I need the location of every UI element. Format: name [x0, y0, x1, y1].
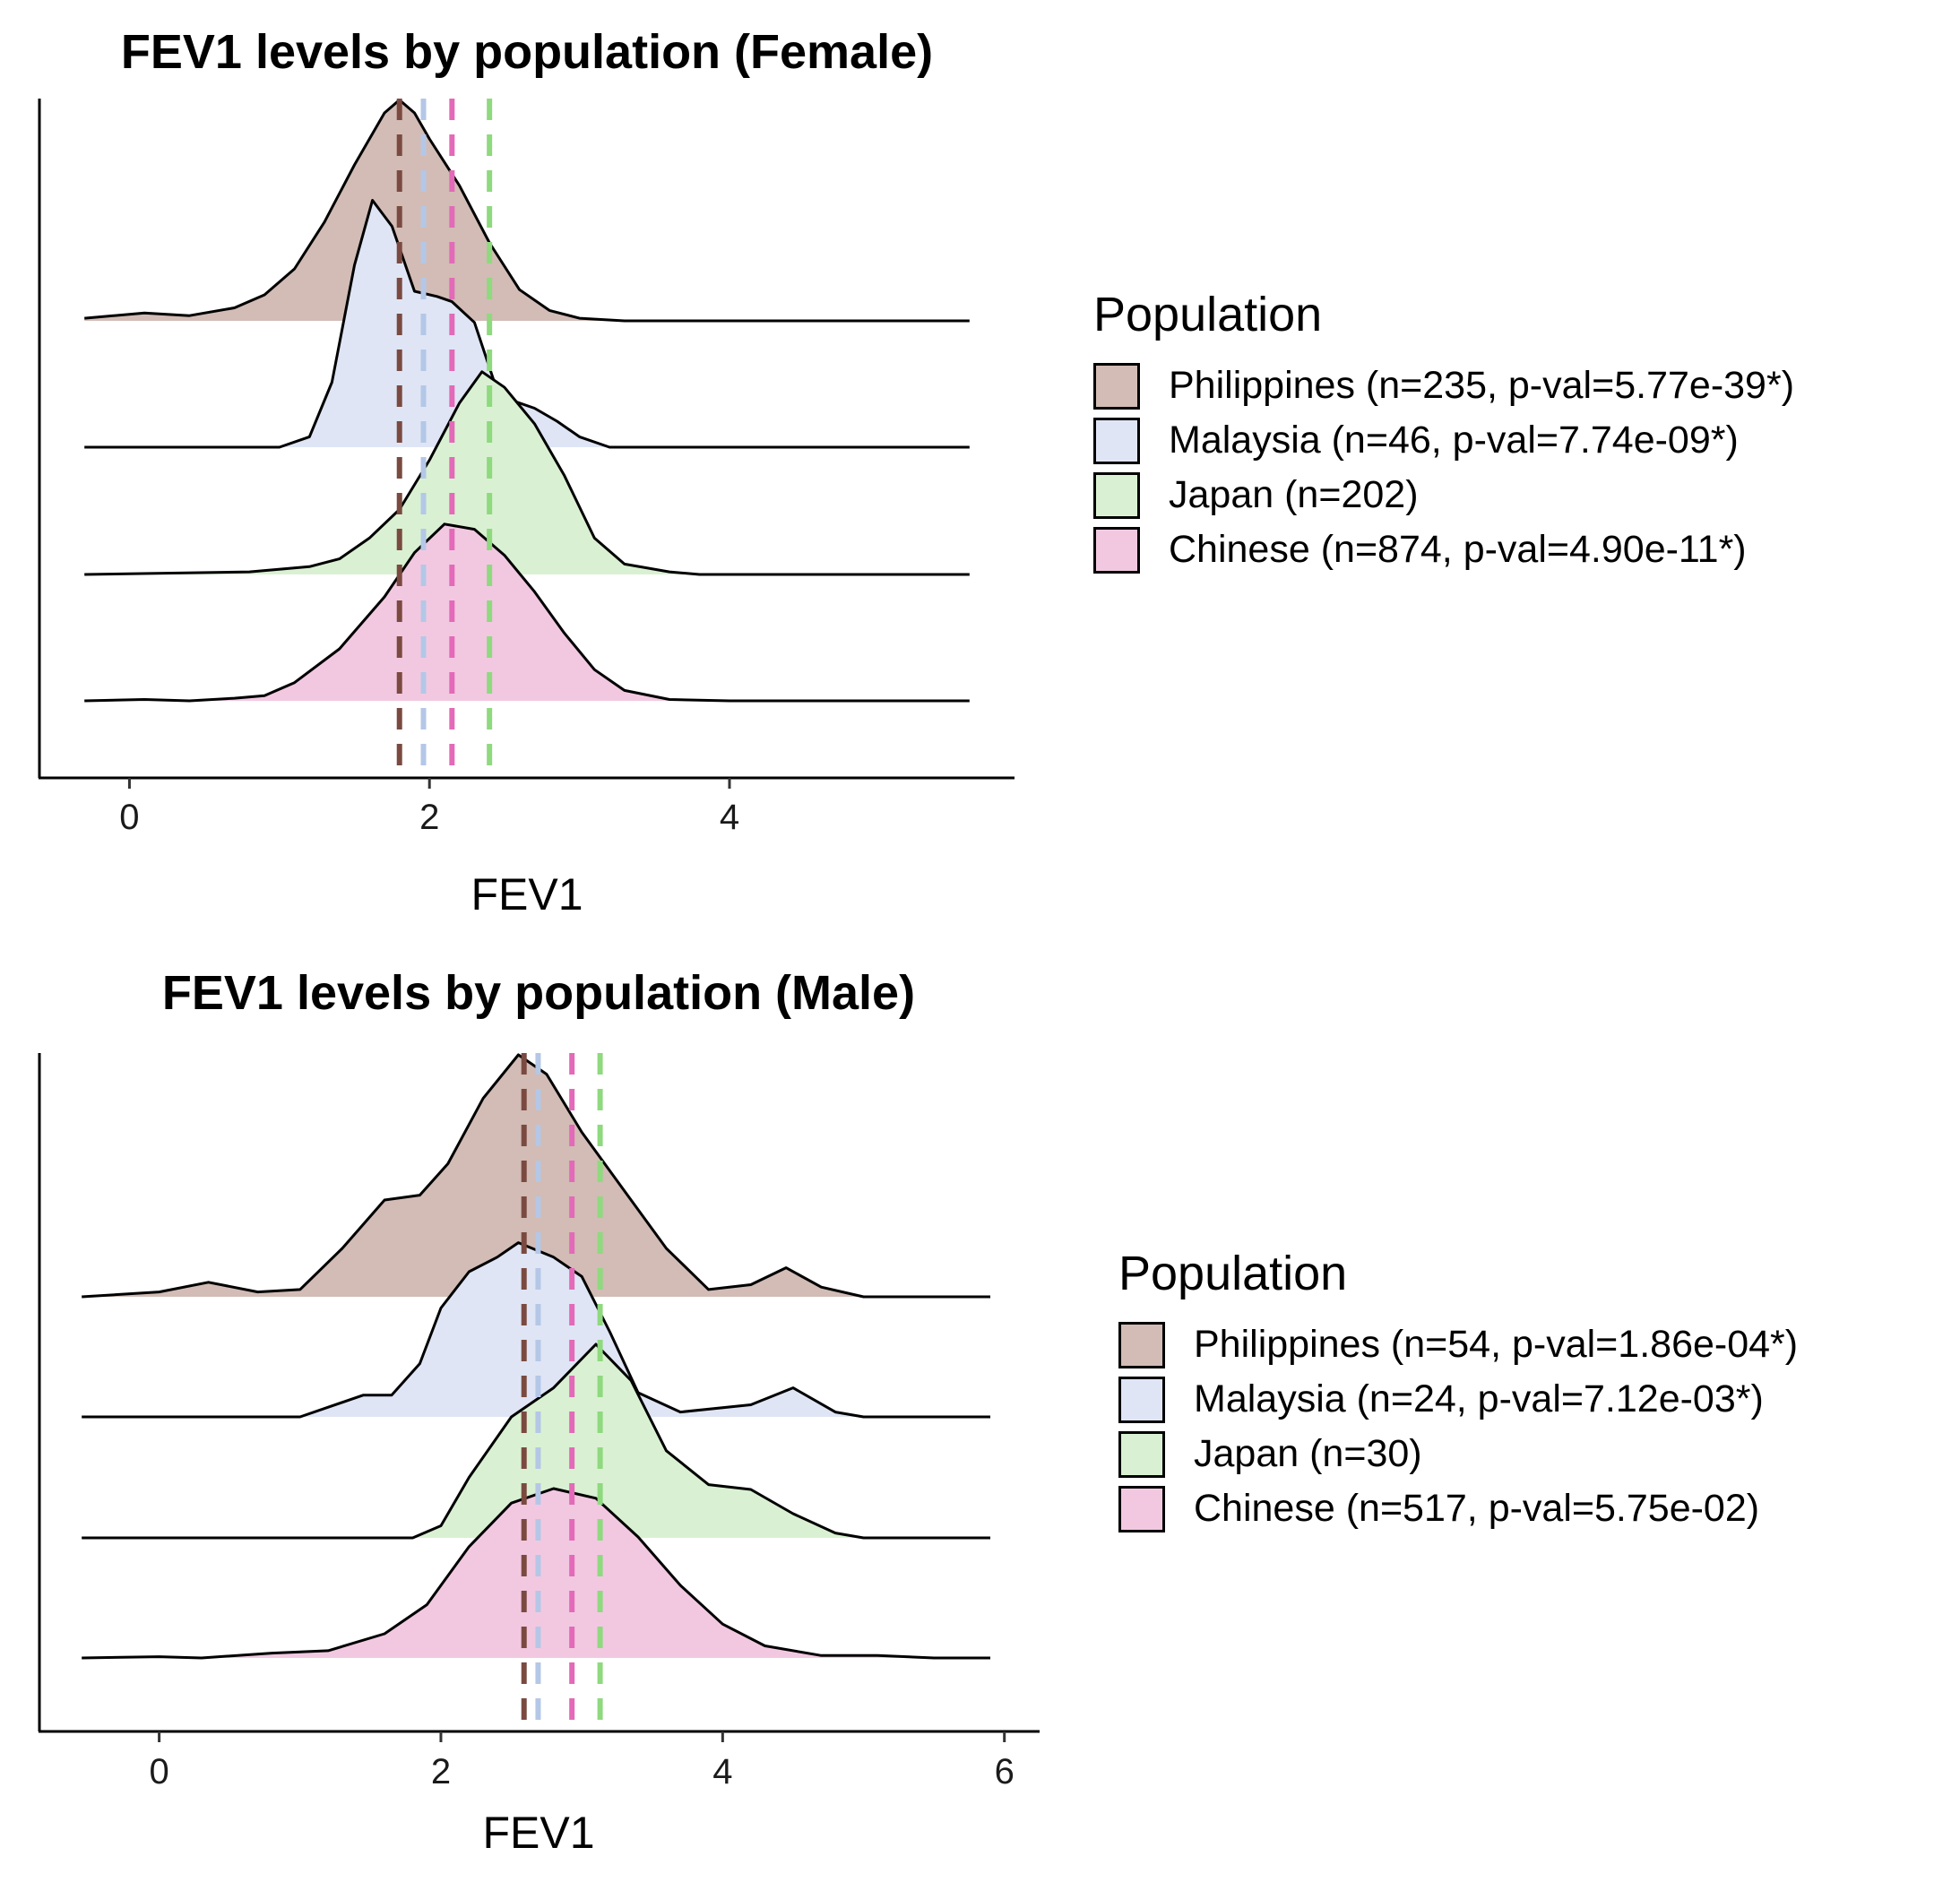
male-chart: FEV1 levels by population (Male) 0 2 4 6 FE…	[38, 966, 1040, 1858]
legend-item-malaysia: Malaysia (n=46, p-val=7.74e-09*)	[1093, 413, 1794, 468]
legend-items: Philippines (n=235, p-val=5.77e-39*) Mala…	[1093, 358, 1794, 577]
x-tick-label: 4	[720, 798, 739, 837]
x-tick-label: 2	[419, 798, 439, 837]
legend-swatch	[1118, 1376, 1165, 1423]
plot-area: 0 2 4	[38, 99, 1015, 837]
chart-title: FEV1 levels by population (Male)	[162, 966, 915, 1020]
legend-item-chinese: Chinese (n=874, p-val=4.90e-11*)	[1093, 522, 1794, 577]
female-chart: FEV1 levels by population (Female) 0 2 4 F…	[38, 25, 1015, 919]
x-tick-label: 2	[431, 1752, 451, 1791]
legend-title: Population	[1118, 1247, 1348, 1300]
chart-title: FEV1 levels by population (Female)	[121, 25, 933, 79]
legend-label: Japan (n=30)	[1194, 1432, 1422, 1475]
density-fill-malaysia	[82, 1242, 990, 1417]
legend-label: Japan (n=202)	[1169, 473, 1419, 516]
female-panel: FEV1 levels by population (Female) 0 2 4 F…	[38, 25, 1794, 919]
density-curve-chinese	[82, 1487, 990, 1660]
plot-area: 0 2 4 6	[38, 1053, 1040, 1791]
legend-item-malaysia: Malaysia (n=24, p-val=7.12e-03*)	[1118, 1372, 1798, 1427]
legend-item-japan: Japan (n=202)	[1093, 468, 1794, 522]
legend: Population Philippines (n=54, p-val=1.86…	[1118, 1246, 1798, 1536]
legend-title: Population	[1093, 288, 1323, 341]
legend-item-chinese: Chinese (n=517, p-val=5.75e-02)	[1118, 1481, 1798, 1536]
density-curve-malaysia	[84, 199, 970, 449]
legend: Population Philippines (n=235, p-val=5.7…	[1093, 287, 1794, 577]
legend-label: Chinese (n=874, p-val=4.90e-11*)	[1169, 528, 1747, 571]
legend-swatch	[1093, 417, 1140, 464]
density-curve-philippines	[82, 1053, 990, 1299]
x-tick-label: 6	[995, 1752, 1015, 1791]
legend-items: Philippines (n=54, p-val=1.86e-04*) Malay…	[1118, 1317, 1798, 1536]
x-tick-label: 4	[712, 1752, 732, 1791]
x-axis-title: FEV1	[471, 869, 583, 919]
legend-swatch	[1093, 471, 1140, 519]
legend-item-philippines: Philippines (n=235, p-val=5.77e-39*)	[1093, 358, 1794, 413]
legend-swatch	[1118, 1485, 1165, 1532]
x-axis-title: FEV1	[482, 1808, 594, 1858]
density-fill-japan	[82, 1344, 990, 1538]
legend-swatch	[1093, 362, 1140, 410]
legend-label: Malaysia (n=46, p-val=7.74e-09*)	[1169, 419, 1739, 462]
density-fill-chinese	[84, 523, 970, 701]
legend-label: Malaysia (n=24, p-val=7.12e-03*)	[1194, 1377, 1764, 1420]
x-tick-label: 0	[119, 798, 139, 837]
density-curve-japan	[84, 370, 970, 576]
legend-swatch	[1093, 526, 1140, 574]
density-fill-malaysia	[84, 200, 970, 447]
legend-swatch	[1118, 1321, 1165, 1368]
density-curve-philippines	[84, 99, 970, 323]
legend-label: Chinese (n=517, p-val=5.75e-02)	[1194, 1487, 1760, 1530]
density-fill-philippines	[84, 99, 970, 321]
legend-label: Philippines (n=54, p-val=1.86e-04*)	[1194, 1323, 1799, 1366]
legend-item-philippines: Philippines (n=54, p-val=1.86e-04*)	[1118, 1317, 1798, 1372]
legend-swatch	[1118, 1430, 1165, 1478]
legend-item-japan: Japan (n=30)	[1118, 1427, 1798, 1481]
density-fill-japan	[84, 371, 970, 574]
density-curve-japan	[82, 1342, 990, 1540]
legend-label: Philippines (n=235, p-val=5.77e-39*)	[1169, 364, 1795, 407]
male-panel: FEV1 levels by population (Male) 0 2 4 6 FE…	[0, 941, 1960, 1882]
density-curve-chinese	[84, 522, 970, 703]
x-tick-label: 0	[149, 1752, 168, 1791]
